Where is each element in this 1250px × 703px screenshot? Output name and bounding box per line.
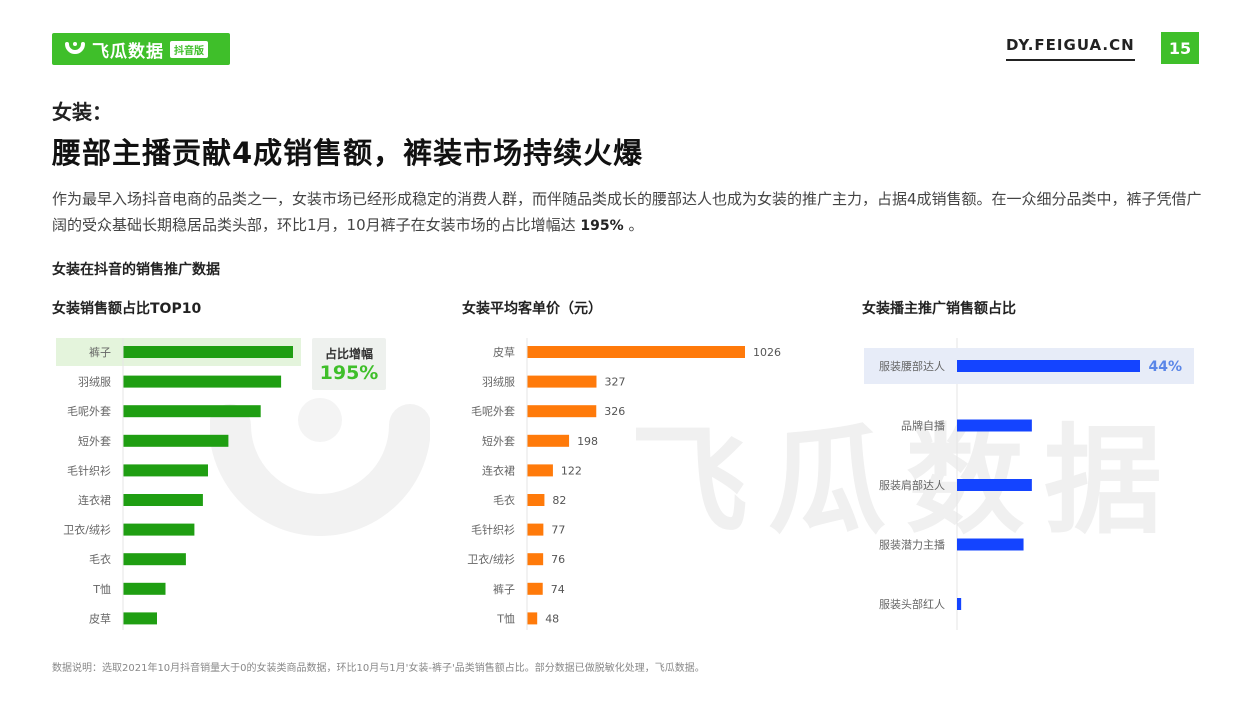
chart2-bar xyxy=(527,434,570,447)
chart2-tick-label: 连衣裙 xyxy=(482,463,515,477)
chart2-bar xyxy=(527,612,538,625)
chart2-tick-label: 卫衣/绒衫 xyxy=(467,552,515,566)
chart1-bar xyxy=(123,405,261,418)
growth-callout: 占比增幅 195% xyxy=(312,338,386,390)
chart1-bar xyxy=(123,375,282,388)
chart2-bar xyxy=(527,523,544,536)
description: 作为最早入场抖音电商的品类之一，女装市场已经形成稳定的消费人群，而伴随品类成长的… xyxy=(52,186,1202,239)
chart2-data-label: 1026 xyxy=(753,346,781,359)
chart2-data-label: 77 xyxy=(551,524,565,537)
chart3-bar xyxy=(957,538,1024,551)
chart2-data-label: 326 xyxy=(604,405,625,418)
chart1-bar xyxy=(123,582,166,595)
chart3-tick-label: 服装肩部达人 xyxy=(879,478,945,492)
chart2-tick-label: 毛针织衫 xyxy=(471,523,515,537)
chart3-bar xyxy=(957,598,962,610)
chart2-tick-label: 羽绒服 xyxy=(482,376,515,389)
chart3-tick-label: 品牌自播 xyxy=(901,419,945,433)
chart2-bar xyxy=(527,582,543,595)
chart1-tick-label: 裤子 xyxy=(89,345,111,359)
chart2-data-label: 74 xyxy=(551,583,565,596)
chart1-tick-label: 毛呢外套 xyxy=(67,405,111,418)
chart2-data-label: 327 xyxy=(604,376,625,389)
chart2-bar xyxy=(527,375,597,388)
chart1-bar xyxy=(123,434,229,447)
description-text: 作为最早入场抖音电商的品类之一，女装市场已经形成稳定的消费人群，而伴随品类成长的… xyxy=(52,190,1202,234)
chart2-bar xyxy=(527,494,545,506)
site-url[interactable]: DY.FEIGUA.CN xyxy=(1006,36,1135,61)
page-number: 15 xyxy=(1161,32,1199,64)
description-highlight: 195% xyxy=(580,218,624,234)
chart2-data-label: 122 xyxy=(561,464,582,477)
growth-callout-label: 占比增幅 xyxy=(324,347,373,361)
chart2-title: 女装平均客单价（元） xyxy=(462,301,602,317)
description-tail: 。 xyxy=(623,216,644,234)
chart1-tick-label: 毛针织衫 xyxy=(67,463,111,477)
brand-name: 飞瓜数据 xyxy=(92,41,164,62)
chart2-data-label: 76 xyxy=(551,553,565,566)
chart1-tick-label: T恤 xyxy=(92,583,111,596)
chart2-tick-label: 毛衣 xyxy=(493,493,515,507)
chart2-tick-label: 皮草 xyxy=(493,346,515,359)
chart1-bar xyxy=(123,464,208,477)
chart2-data-label: 198 xyxy=(577,435,598,448)
chart2-tick-label: 毛呢外套 xyxy=(471,405,515,418)
chart2-bar xyxy=(527,346,745,358)
chart3-bar xyxy=(957,360,1140,372)
chart2-tick-label: 短外套 xyxy=(482,434,515,448)
chart2-bar xyxy=(527,464,553,477)
chart2-data-label: 82 xyxy=(552,494,566,507)
chart1-bar xyxy=(123,346,293,358)
chart3-tick-label: 服装腰部达人 xyxy=(879,359,945,373)
chart3-tick-label: 服装头部红人 xyxy=(879,597,945,611)
chart1-tick-label: 短外套 xyxy=(78,434,111,448)
chart1-bar xyxy=(123,553,186,566)
chart1-bar xyxy=(123,494,203,506)
chart1-tick-label: 连衣裙 xyxy=(78,493,111,507)
chart2-bar xyxy=(527,553,544,566)
chart3-tick-label: 服装潜力主播 xyxy=(879,538,945,552)
chart1-tick-label: 毛衣 xyxy=(89,552,111,566)
chart2-tick-label: T恤 xyxy=(496,612,515,625)
chart1-bar xyxy=(123,612,157,625)
growth-callout-value: 195% xyxy=(319,362,379,384)
kicker: 女装： xyxy=(52,100,112,124)
chart2-tick-label: 裤子 xyxy=(493,582,515,596)
chart1-title: 女装销售额占比TOP10 xyxy=(52,301,202,317)
chart3-title: 女装播主推广销售额占比 xyxy=(862,301,1016,317)
chart1-tick-label: 卫衣/绒衫 xyxy=(63,523,111,537)
section-title: 女装在抖音的销售推广数据 xyxy=(52,262,220,278)
chart3-bar xyxy=(957,419,1032,432)
footnote: 数据说明：选取2021年10月抖音销量大于0的女装类商品数据，环比10月与1月'… xyxy=(52,663,705,674)
chart2-bar xyxy=(527,405,597,418)
chart1-tick-label: 羽绒服 xyxy=(78,376,111,389)
brand-logo-icon xyxy=(65,42,85,54)
chart2-data-label: 48 xyxy=(545,612,559,625)
chart1-bar xyxy=(123,523,195,536)
brand-logo: 飞瓜数据 抖音版 xyxy=(52,33,230,65)
brand-badge: 抖音版 xyxy=(170,40,208,58)
chart2-avg-price: 皮草 1026 羽绒服 327 毛呢外套 326 短外套 198 连衣裙 122 毛衣 82 毛针织衫 7… xyxy=(467,338,781,630)
chart3-data-label: 44% xyxy=(1148,359,1182,375)
chart1-tick-label: 皮草 xyxy=(89,612,111,625)
chart3-bar xyxy=(957,479,1032,491)
page-title: 腰部主播贡献4成销售额，裤装市场持续火爆 xyxy=(52,136,644,170)
